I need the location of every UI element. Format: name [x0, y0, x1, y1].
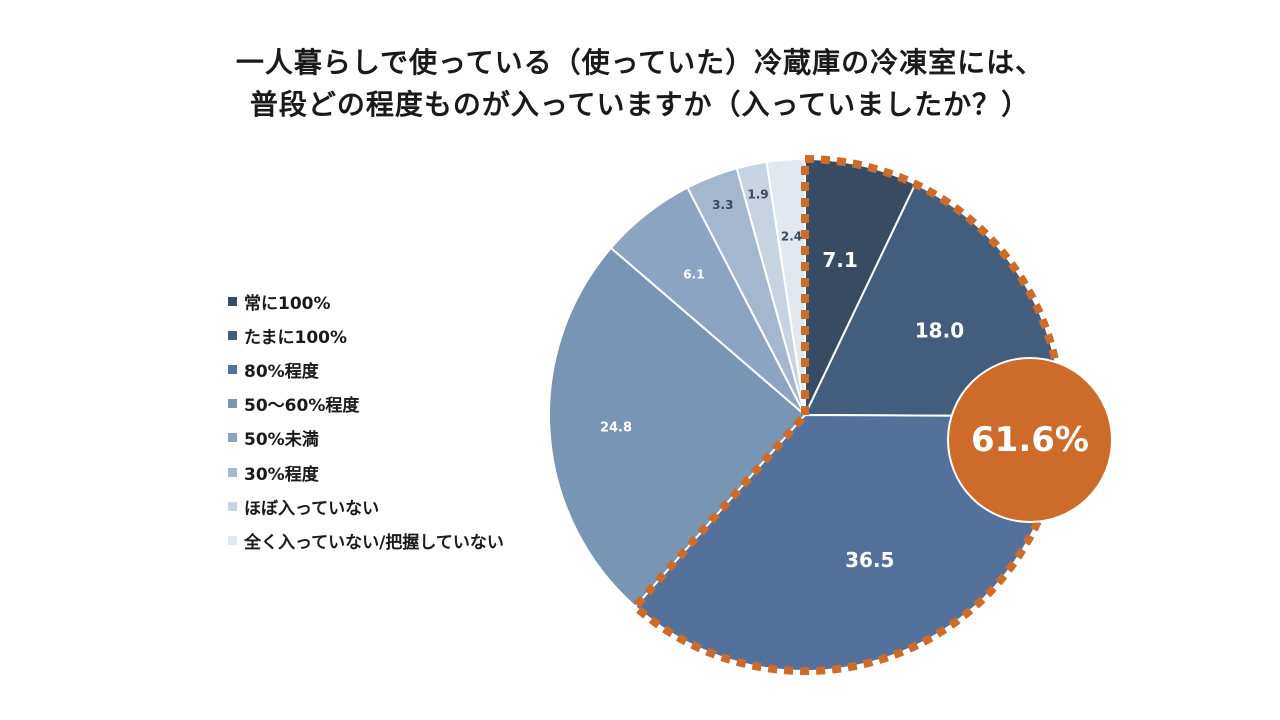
- legend-swatch: [228, 364, 237, 374]
- pie-slice: [548, 246, 807, 609]
- legend-label: 全く入っていない/把握していない: [244, 532, 504, 553]
- slice-value-label: 18.0: [915, 319, 964, 343]
- legend-swatch: [228, 399, 237, 409]
- legend-label: 常に100%: [244, 293, 331, 314]
- legend-swatch: [228, 330, 237, 340]
- highlight-callout-bubble: [947, 357, 1113, 523]
- legend-item: 全く入っていない/把握していない: [228, 523, 504, 557]
- legend-item: 常に100%: [228, 284, 504, 318]
- legend-item: 80%程度: [228, 352, 504, 386]
- legend-label: 30%程度: [244, 464, 319, 485]
- legend-item: ほぼ入っていない: [228, 489, 504, 523]
- chart-title-line-2: 普段どの程度ものが入っていますか（入っていましたか？）: [249, 88, 1031, 121]
- highlight-outline: [631, 155, 1065, 675]
- slice-value-label: 3.3: [712, 198, 733, 212]
- slice-value-label: 24.8: [600, 420, 632, 435]
- legend-swatch: [228, 467, 237, 477]
- legend-swatch: [228, 433, 237, 443]
- slice-value-label: 36.5: [845, 548, 894, 572]
- legend-item: 50%未満: [228, 421, 504, 455]
- legend-item: 30%程度: [228, 455, 504, 489]
- legend-label: 50～60%程度: [244, 396, 360, 417]
- legend-swatch: [228, 535, 237, 545]
- legend-swatch: [228, 296, 237, 306]
- legend-label: ほぼ入っていない: [244, 498, 380, 519]
- chart-title-line-1: 一人暮らしで使っている（使っていた）冷蔵庫の冷凍室には、: [235, 46, 1045, 79]
- legend-item: 50～60%程度: [228, 387, 504, 421]
- legend-label: 80%程度: [244, 361, 319, 382]
- slice-value-label: 1.9: [747, 188, 768, 202]
- legend: 常に100% たまに100% 80%程度 50～60%程度 50%未満 30%程度ほぼ入っ…: [228, 284, 504, 558]
- highlight-callout-label: 61.6%: [971, 420, 1089, 460]
- legend-swatch: [228, 501, 237, 511]
- slice-value-label: 2.4: [781, 229, 802, 243]
- legend-label: 50%未満: [244, 430, 319, 451]
- pie-slice: [765, 157, 806, 416]
- legend-item: たまに100%: [228, 318, 504, 352]
- legend-label: たまに100%: [244, 327, 348, 348]
- slice-value-label: 7.1: [822, 248, 857, 272]
- slice-value-label: 6.1: [683, 267, 704, 281]
- chart-title: 一人暮らしで使っている（使っていた）冷蔵庫の冷凍室には、 普段どの程度ものが入っ…: [0, 42, 1280, 126]
